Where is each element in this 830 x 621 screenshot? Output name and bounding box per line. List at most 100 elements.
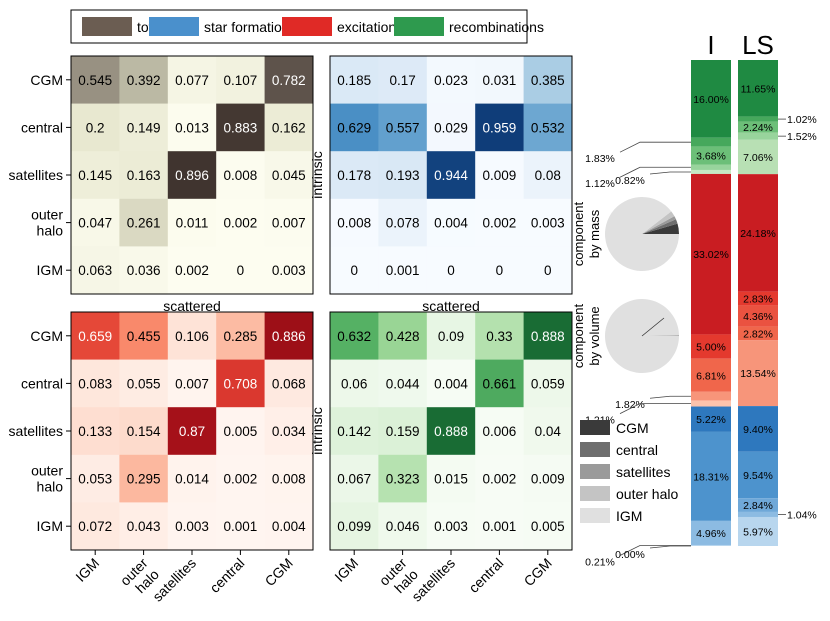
bar-segment-label: 0.00% [615, 549, 645, 561]
heat-cell-label: 0.009 [483, 168, 517, 183]
bar-segment-label: 1.52% [787, 131, 817, 143]
bar-segment-label: 7.06% [743, 152, 773, 164]
heat-cell-label: 0.067 [337, 472, 371, 487]
heat-cell-label: 0.708 [224, 376, 258, 391]
heat-cell-label: 0.896 [175, 168, 209, 183]
heat-cell-label: 0.002 [175, 263, 209, 278]
heat-cell-label: 0.006 [483, 424, 517, 439]
legend-label-3: recombinations [449, 19, 544, 35]
heat-cell-label: 0.08 [535, 168, 561, 183]
y-tick-label: satellites [9, 423, 63, 439]
bar-segment-label: 1.83% [585, 153, 615, 165]
bar-segment-label: 5.22% [696, 414, 726, 426]
heat-cell-label: 0.154 [127, 424, 161, 439]
callout-line [650, 396, 691, 398]
heat-cell-label: 0.629 [337, 120, 371, 135]
bar-segment-label: 3.68% [696, 151, 726, 163]
legend-swatch-2 [282, 17, 332, 36]
heat-cell-label: 0.162 [272, 120, 306, 135]
bar-segment [691, 170, 731, 174]
heat-cell-label: 0.004 [434, 376, 468, 391]
heat-cell-label: 0.159 [386, 424, 420, 439]
heat-cell-label: 0.285 [224, 329, 258, 344]
heat-cell-label: 0.261 [127, 216, 161, 231]
heat-cell-label: 0.09 [438, 329, 464, 344]
bar-segment-label: 18.31% [693, 471, 729, 483]
heat-cell-label: 0.193 [386, 168, 420, 183]
heat-cell-label: 0.428 [386, 329, 420, 344]
y-tick-label: outer [31, 463, 63, 479]
bar-segment-label: 0.21% [585, 556, 615, 568]
x-tick-label: central [206, 555, 247, 596]
heat-cell-label: 0.33 [486, 329, 512, 344]
heat-cell-label: 0 [544, 263, 552, 278]
pie-slice-IGM [605, 299, 679, 373]
y-tick-label: central [21, 375, 63, 391]
heat-cell-label: 0.053 [78, 472, 112, 487]
heat-cell-label: 0.068 [272, 376, 306, 391]
heat-cell-label: 0.034 [272, 424, 306, 439]
bar-segment [691, 545, 731, 546]
heat-cell-label: 0.001 [483, 519, 517, 534]
heat-cell-label: 0.782 [272, 73, 306, 88]
y-tick-label: IGM [37, 518, 63, 534]
heat-cell-label: 0.17 [389, 73, 415, 88]
bar-segment-label: 4.36% [743, 311, 773, 323]
heat-cell-label: 0.107 [224, 73, 258, 88]
legend-swatch-0 [82, 17, 132, 36]
bar-segment-label: 2.84% [743, 500, 773, 512]
heat-cell-label: 0.077 [175, 73, 209, 88]
heat-cell-label: 0.036 [127, 263, 161, 278]
heat-cell-label: 0.001 [386, 263, 420, 278]
bar-segment-label: 4.96% [696, 528, 726, 540]
heat-cell-label: 0.632 [337, 329, 371, 344]
heat-cell-label: 0.008 [337, 216, 371, 231]
heat-cell-label: 0.888 [434, 424, 468, 439]
heat-cell-label: 0.883 [224, 120, 258, 135]
heat-cell-label: 0.003 [175, 519, 209, 534]
bar-segment [738, 132, 778, 139]
bar-LS: LS11.65%1.02%2.24%1.52%7.06%24.18%2.83%4… [738, 30, 817, 546]
heat-cell-label: 0.145 [78, 168, 112, 183]
pie-label: component [571, 303, 586, 368]
y-tick-label: central [21, 119, 63, 135]
bar-segment-label: 1.02% [787, 114, 817, 126]
heat-cell-label: 0.659 [78, 329, 112, 344]
bar-segment-label: 24.18% [740, 228, 776, 240]
pie-slice-IGM [605, 197, 679, 271]
heat-cell-label: 0.87 [179, 424, 205, 439]
heat-cell-label: 0.959 [483, 120, 517, 135]
heat-cell-label: 0.532 [531, 120, 565, 135]
heat-cell-label: 0.886 [272, 329, 306, 344]
x-tick-label: CGM [521, 555, 555, 589]
heat-cell-label: 0.023 [434, 73, 468, 88]
heat-cell-label: 0.149 [127, 120, 161, 135]
bar-segment-label: 1.12% [585, 178, 615, 190]
bar-segment [738, 117, 778, 122]
heat-cell-label: 0.031 [483, 73, 517, 88]
heat-cell-label: 0.083 [78, 376, 112, 391]
heat-cell-label: 0.392 [127, 73, 161, 88]
heat-cell-label: 0.013 [175, 120, 209, 135]
callout-line [650, 546, 691, 548]
heat-cell-label: 0.011 [176, 216, 209, 231]
heat-cell-label: 0.002 [483, 472, 517, 487]
bar-title: I [707, 30, 714, 60]
heat-cell-label: 0.661 [483, 376, 517, 391]
component-swatch-2 [580, 464, 610, 479]
component-swatch-0 [580, 420, 610, 435]
bar-segment-label: 1.82% [615, 399, 645, 411]
component-swatch-1 [580, 442, 610, 457]
legend-swatch-3 [394, 17, 444, 36]
legend-swatch-1 [149, 17, 199, 36]
heat-cell-label: 0 [447, 263, 455, 278]
x-tick-label-line: IGM [331, 555, 361, 585]
bar-segment-label: 2.24% [743, 122, 773, 134]
heat-cell-label: 0.002 [224, 216, 258, 231]
heat-cell-label: 0.029 [434, 120, 468, 135]
